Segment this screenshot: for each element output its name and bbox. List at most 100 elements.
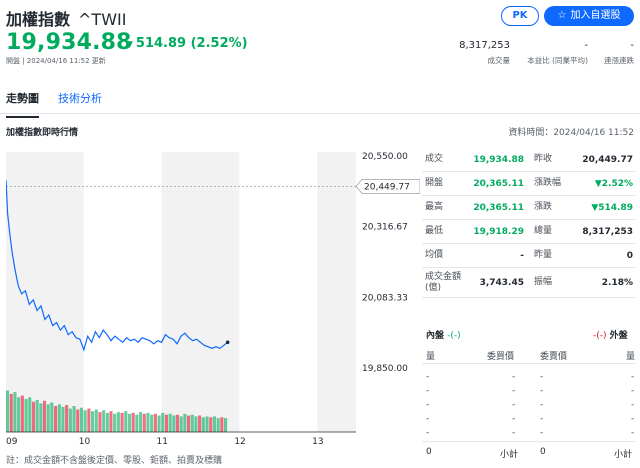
volume-bar	[98, 412, 102, 432]
x-axis-label: 13	[312, 437, 323, 447]
quote-row: 開盤 20,365.11 漲跌幅 ▼2.52%	[422, 172, 636, 196]
hour-band	[83, 152, 162, 432]
volume-bar	[17, 397, 21, 432]
tab-technical-analysis[interactable]: 技術分析	[58, 92, 102, 105]
quote-value: 20,449.77	[582, 154, 633, 165]
quote-value: -	[520, 250, 524, 261]
col-ask-qty: 量	[626, 352, 636, 362]
volume-bar	[20, 395, 24, 432]
quote-value: ▼514.89	[591, 202, 633, 213]
orderbook-cell: -	[426, 400, 430, 410]
volume-bar	[65, 405, 69, 432]
orderbook-cell: -	[540, 428, 544, 438]
bid-subtotal-label: 小計	[500, 450, 519, 460]
section-title: 加權指數即時行情	[6, 128, 79, 138]
stat-volume: 8,317,253 成交量	[459, 40, 510, 66]
volume-bar	[83, 410, 87, 432]
last-price-dot	[225, 340, 230, 345]
volume-bar	[153, 413, 157, 432]
volume-bar	[42, 400, 46, 432]
quote-label: 均價	[425, 250, 444, 260]
volume-bar	[50, 402, 54, 432]
volume-bar	[124, 411, 128, 432]
volume-bar	[102, 410, 106, 432]
current-price: 19,934.88	[6, 30, 132, 55]
tab-trend-chart[interactable]: 走勢圖	[6, 92, 39, 118]
volume-bar	[87, 408, 91, 432]
stock-title: 加權指數 ^TWII	[6, 6, 126, 30]
col-ask-price: 委賣價	[540, 352, 568, 362]
volume-bar	[157, 415, 161, 432]
stat-streak-label: 連漲連跌	[604, 56, 634, 65]
hour-band	[161, 152, 240, 432]
orderbook-cell: -	[540, 414, 544, 424]
y-axis-label: 19,850.00	[362, 364, 408, 374]
quote-table: 成交 19,934.88 昨收 20,449.77 開盤 20,365.11 漲跌幅 ▼…	[422, 148, 636, 298]
intraday-chart[interactable]: 20,550.00 20,316.67 20,083.33 19,850.00 20,…	[6, 152, 420, 448]
volume-bar	[9, 393, 13, 432]
volume-bar	[190, 414, 194, 432]
volume-bars	[6, 390, 228, 432]
quote-label: 成交金額(億)	[425, 271, 462, 293]
orderbook-cell: -	[426, 428, 430, 438]
ask-volume-label: 外盤	[609, 331, 628, 341]
quote-label: 成交	[425, 154, 444, 164]
orderbook-cell: -	[631, 386, 635, 396]
volume-bar	[224, 418, 228, 432]
quote-value: 19,918.29	[473, 226, 524, 237]
col-bid-price: 委買價	[487, 352, 515, 362]
volume-bar	[35, 399, 39, 432]
down-triangle-icon: ▼	[126, 40, 133, 50]
orderbook-cell: -	[631, 372, 635, 382]
volume-bar	[28, 397, 32, 432]
volume-bar	[142, 413, 146, 432]
orderbook-cell: -	[512, 372, 516, 382]
orderbook-cell: -	[512, 414, 516, 424]
star-icon: ☆	[557, 10, 567, 21]
tab-bar: 走勢圖 技術分析	[0, 80, 640, 118]
volume-bar	[72, 406, 76, 432]
bid-volume-header: 內盤 -(-)	[426, 328, 461, 341]
volume-bar	[54, 406, 58, 432]
volume-bar	[6, 390, 10, 432]
data-time: 資料時間：2024/04/16 11:52	[508, 128, 634, 138]
ask-subtotal-label: 小計	[614, 450, 633, 460]
volume-bar	[212, 416, 216, 432]
orderbook-cell: -	[426, 386, 430, 396]
volume-bar	[201, 417, 205, 432]
volume-bar	[150, 414, 154, 432]
volume-bar	[68, 408, 72, 432]
stat-pe-label: 本益比 (同業平均)	[527, 56, 588, 65]
volume-bar	[216, 418, 220, 432]
quote-value: 3,743.45	[479, 277, 524, 288]
price-change-value: 514.89 (2.52%)	[135, 36, 248, 51]
quote-value: ▼2.52%	[594, 178, 633, 189]
x-axis-label: 09	[6, 437, 18, 447]
quote-label: 漲跌幅	[534, 178, 562, 188]
volume-bar	[168, 413, 172, 432]
x-axis-label: 12	[234, 437, 245, 447]
prev-close-tag-box	[355, 178, 420, 194]
volume-bar	[116, 412, 120, 432]
volume-bar	[113, 413, 117, 432]
quote-row: 成交金額(億) 3,743.45 振幅 2.18%	[422, 268, 636, 298]
quote-label: 昨收	[534, 154, 553, 164]
orderbook-cell: -	[512, 386, 516, 396]
prev-close-tag: 20,449.77	[355, 178, 420, 194]
add-watchlist-button[interactable]: ☆ 加入自選股	[544, 6, 634, 26]
quote-label: 總量	[534, 226, 553, 236]
ask-volume-value: -(-)	[593, 331, 607, 341]
quote-row: 成交 19,934.88 昨收 20,449.77	[422, 148, 636, 172]
x-axis-labels: 09 10 11 12 13	[6, 437, 324, 447]
volume-bar	[209, 417, 213, 432]
volume-bar	[187, 415, 191, 432]
quote-value: 19,934.88	[473, 154, 524, 165]
volume-bar	[91, 411, 95, 432]
volume-bar	[120, 412, 124, 432]
pk-button[interactable]: PK	[501, 6, 539, 26]
volume-bar	[109, 411, 113, 432]
y-axis-label: 20,316.67	[362, 223, 408, 233]
orderbook-cell: -	[540, 400, 544, 410]
quote-value: 2.18%	[601, 277, 633, 288]
ask-total: 0	[540, 447, 546, 457]
